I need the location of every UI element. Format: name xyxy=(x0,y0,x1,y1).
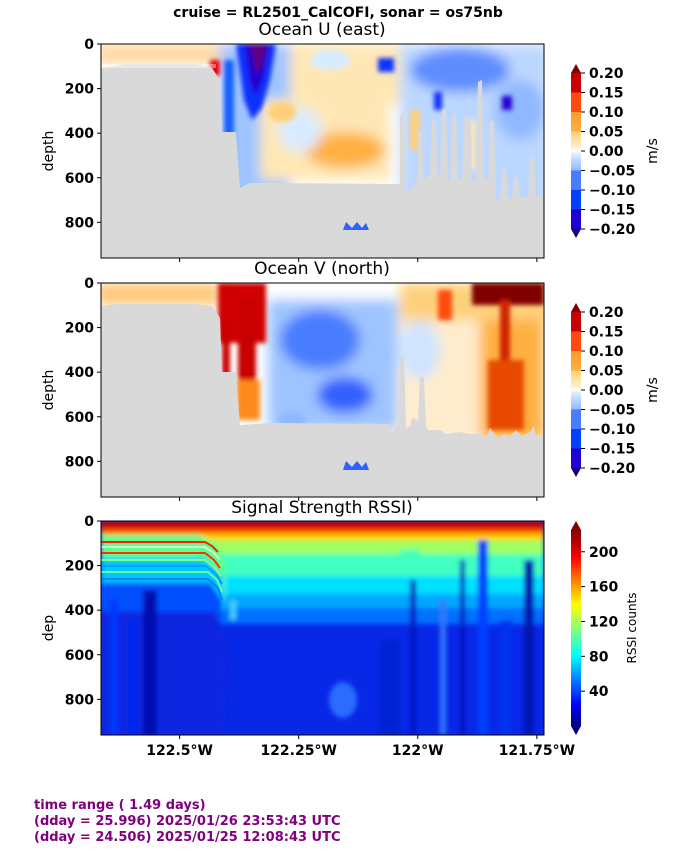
v-colorbar-label: m/s xyxy=(645,377,661,403)
v-colorbar-tick-label: 0.05 xyxy=(589,364,624,380)
v-colorbar-tick-label: 0.20 xyxy=(589,305,624,321)
panel-ocean-u: Ocean U (east) xyxy=(41,20,661,262)
rssi-bands xyxy=(101,541,223,601)
panel-v-ylabel: depth xyxy=(41,370,57,411)
u-x-ticks xyxy=(179,258,538,262)
v-colorbar-tick-label: 0.00 xyxy=(589,383,624,399)
u-colorbar-tick-label: 0.05 xyxy=(589,125,624,141)
v-colorbar-tick-label: −0.10 xyxy=(589,422,636,438)
u-y-tick-label: 600 xyxy=(65,171,94,187)
panel-v-frame xyxy=(100,282,545,498)
v-y-tick-label: 0 xyxy=(84,276,94,292)
u-colorbar-tick-label: 0.00 xyxy=(589,144,624,160)
footer-start-time: (dday = 24.506) 2025/01/25 12:08:43 UTC xyxy=(34,830,341,845)
panel-u-title: Ocean U (east) xyxy=(258,20,385,40)
panel-rssi: Signal Strength RSSI) xyxy=(41,498,639,759)
v-colorbar-tick-label: −0.05 xyxy=(589,403,635,419)
panel-v-title: Ocean V (north) xyxy=(254,259,390,279)
v-bottom-mask xyxy=(101,304,544,497)
u-y-tick-label: 0 xyxy=(84,37,94,53)
rssi-y-tick-label: 800 xyxy=(65,692,94,708)
rssi-colorbar-tick-label: 80 xyxy=(589,649,609,665)
panel-rssi-ylabel: dep xyxy=(41,615,57,642)
v-x-ticks xyxy=(179,497,538,501)
rssi-x-tick-label: 122.5°W xyxy=(146,743,213,759)
v-colorbar-tick-label: 0.10 xyxy=(589,344,624,360)
u-bottom-mask xyxy=(101,64,544,258)
rssi-y-tick-label: 0 xyxy=(84,514,94,530)
rssi-x-ticks: 122.5°W 122.25°W 122°W 121.75°W xyxy=(146,735,575,759)
figure-suptitle: cruise = RL2501_CalCOFI, sonar = os75nb xyxy=(173,5,503,21)
panel-rssi-title: Signal Strength RSSI) xyxy=(231,498,413,518)
rssi-field xyxy=(101,521,544,735)
rssi-y-tick-label: 200 xyxy=(65,559,94,575)
rssi-colorbar-tick-label: 200 xyxy=(589,545,618,561)
rssi-colorbar: 200 160 120 80 40 RSSI counts xyxy=(571,521,639,735)
v-colorbar: 0.20 0.15 0.10 0.05 0.00 −0.05 −0.10 −0.15 −0.20… xyxy=(571,303,661,477)
panel-u-frame xyxy=(100,43,545,259)
u-colorbar-tick-label: 0.20 xyxy=(589,66,624,82)
rssi-y-ticks: 0 200 400 600 800 xyxy=(65,514,101,708)
panel-ocean-v: Ocean V (north) xyxy=(41,259,661,501)
u-colorbar-tick-label: −0.10 xyxy=(589,183,636,199)
u-y-tick-label: 400 xyxy=(65,126,94,142)
rssi-y-tick-label: 400 xyxy=(65,603,94,619)
rssi-colorbar-label: RSSI counts xyxy=(625,592,639,663)
v-y-tick-label: 800 xyxy=(65,454,94,470)
rssi-colorbar-tick-label: 40 xyxy=(589,684,609,700)
rssi-x-tick-label: 121.75°W xyxy=(499,743,575,759)
v-velocity-field xyxy=(101,283,544,497)
rssi-y-tick-label: 600 xyxy=(65,648,94,664)
panel-u-ylabel: depth xyxy=(41,131,57,172)
rssi-x-tick-label: 122°W xyxy=(392,743,444,759)
v-colorbar-tick-label: −0.15 xyxy=(589,442,635,458)
u-colorbar-tick-label: −0.15 xyxy=(589,203,635,219)
rssi-colorbar-tick-label: 160 xyxy=(589,580,618,596)
u-y-ticks: 0 200 400 600 800 xyxy=(65,37,101,231)
v-colorbar-tick-label: −0.20 xyxy=(589,461,636,477)
rssi-x-tick-label: 122.25°W xyxy=(260,743,336,759)
u-colorbar-tick-label: 0.15 xyxy=(589,86,624,102)
rssi-colorbar-tick-label: 120 xyxy=(589,614,618,630)
u-colorbar: 0.20 0.15 0.10 0.05 0.00 −0.05 −0.10 −0.15 −0.20… xyxy=(571,64,661,238)
v-y-ticks: 0 200 400 600 800 xyxy=(65,276,101,470)
u-velocity-field xyxy=(101,44,544,258)
v-y-tick-label: 400 xyxy=(65,365,94,381)
footer-end-time: (dday = 25.996) 2025/01/26 23:53:43 UTC xyxy=(34,814,341,829)
u-colorbar-tick-label: 0.10 xyxy=(589,105,624,121)
u-y-tick-label: 800 xyxy=(65,215,94,231)
u-y-tick-label: 200 xyxy=(65,82,94,98)
u-colorbar-tick-label: −0.05 xyxy=(589,164,635,180)
v-y-tick-label: 600 xyxy=(65,410,94,426)
u-colorbar-label: m/s xyxy=(645,138,661,164)
v-colorbar-tick-label: 0.15 xyxy=(589,325,624,341)
v-y-tick-label: 200 xyxy=(65,321,94,337)
footer-time-range: time range ( 1.49 days) xyxy=(34,798,206,813)
u-colorbar-tick-label: −0.20 xyxy=(589,222,636,238)
panel-rssi-frame xyxy=(100,520,545,736)
